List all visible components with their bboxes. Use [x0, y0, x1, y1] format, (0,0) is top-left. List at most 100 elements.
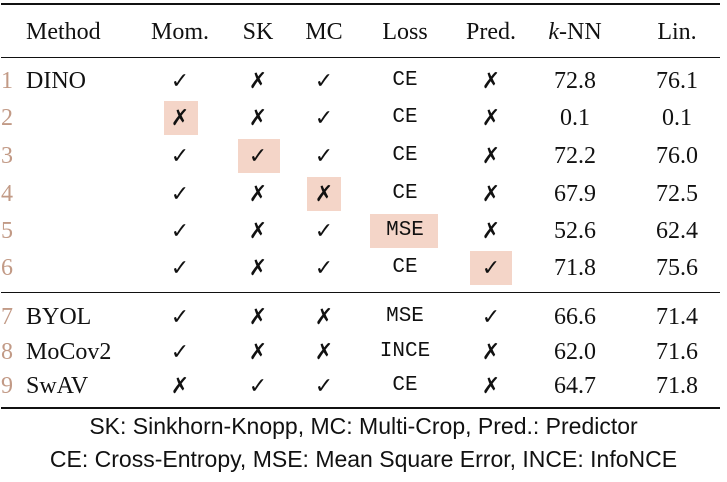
row-method: DINO [26, 68, 86, 94]
row-mc-check-icon: ✓ [294, 213, 354, 249]
check-icon: ✓ [314, 69, 334, 94]
cross-icon: ✗ [248, 106, 268, 131]
row-lin: 75.6 [656, 255, 698, 281]
check-icon: ✓ [314, 256, 334, 281]
header-momentum: Mom. [150, 19, 209, 45]
row-pred-check-icon: ✓ [452, 299, 530, 335]
check-icon: ✓ [170, 305, 190, 330]
table-row: 3 ✓ ✓ ✓ CE ✗ 72.2 76.0 [0, 138, 727, 174]
row-sk-check-icon: ✓ [228, 368, 288, 404]
row-lin: 76.0 [656, 143, 698, 169]
row-mc-cross-icon: ✗ [294, 334, 354, 370]
cross-icon: ✗ [314, 340, 334, 365]
table-row: 1 DINO ✓ ✗ ✓ CE ✗ 72.8 76.1 [0, 63, 727, 99]
check-icon: ✓ [248, 374, 268, 399]
cross-icon: ✗ [481, 69, 501, 94]
row-number: 5 [1, 218, 13, 244]
header-loss: Loss [382, 19, 428, 45]
row-mc-check-icon: ✓ [294, 100, 354, 136]
row-momentum-check-icon: ✓ [140, 63, 220, 99]
row-pred-cross-icon: ✗ [452, 368, 530, 404]
cross-icon: ✗ [248, 219, 268, 244]
row-sk-cross-icon: ✗ [228, 299, 288, 335]
row-method [26, 213, 146, 249]
header-sk: SK [242, 19, 274, 45]
row-number: 2 [1, 105, 13, 131]
row-knn: 52.6 [554, 218, 596, 244]
row-loss: CE [392, 374, 418, 397]
row-loss: INCE [379, 340, 431, 363]
row-method [26, 176, 146, 212]
check-icon: ✓ [481, 305, 501, 330]
check-icon: ✓ [314, 144, 334, 169]
row-method: SwAV [26, 373, 89, 399]
cross-icon: ✗ [314, 182, 334, 207]
cross-icon: ✗ [314, 305, 334, 330]
changed-cell-highlight [370, 214, 438, 248]
table-row: 9 SwAV ✗ ✓ ✓ CE ✗ 64.7 71.8 [0, 368, 727, 404]
header-lin: Lin. [657, 19, 697, 45]
row-momentum-check-icon: ✓ [140, 334, 220, 370]
row-method [26, 100, 146, 136]
row-lin: 76.1 [656, 68, 698, 94]
row-pred-cross-icon: ✗ [452, 176, 530, 212]
row-momentum-cross-icon: ✗ [140, 100, 220, 136]
changed-cell-highlight [470, 251, 512, 285]
cross-icon: ✗ [170, 106, 190, 131]
row-lin: 62.4 [656, 218, 698, 244]
footnote-abbrev-1: SK: Sinkhorn-Knopp, MC: Multi-Crop, Pred… [89, 413, 638, 439]
row-knn: 72.2 [554, 143, 596, 169]
cross-icon: ✗ [481, 219, 501, 244]
row-mc-check-icon: ✓ [294, 63, 354, 99]
group-rule [1, 292, 720, 293]
cross-icon: ✗ [481, 182, 501, 207]
header-knn-k: k [548, 19, 559, 45]
row-lin: 0.1 [662, 105, 692, 131]
check-icon: ✓ [170, 69, 190, 94]
row-mc-cross-icon: ✗ [294, 299, 354, 335]
row-sk-check-icon: ✓ [228, 138, 288, 174]
row-mc-check-icon: ✓ [294, 368, 354, 404]
header-method: Method [26, 19, 101, 45]
check-icon: ✓ [314, 219, 334, 244]
header-mc: MC [305, 19, 343, 45]
row-sk-cross-icon: ✗ [228, 176, 288, 212]
header-rule [1, 57, 720, 58]
table-row: 8 MoCov2 ✓ ✗ ✗ INCE ✗ 62.0 71.6 [0, 334, 727, 370]
row-method: MoCov2 [26, 339, 112, 365]
changed-cell-highlight [238, 139, 280, 173]
cross-icon: ✗ [481, 340, 501, 365]
table-header-row: Method Mom. SK MC Loss Pred. k-NN Lin. [0, 14, 727, 50]
row-mc-cross-icon: ✗ [294, 176, 354, 212]
row-loss: MSE [386, 219, 424, 242]
table-row: 6 ✓ ✗ ✓ CE ✓ 71.8 75.6 [0, 250, 727, 286]
cross-icon: ✗ [248, 340, 268, 365]
check-icon: ✓ [170, 144, 190, 169]
row-mc-check-icon: ✓ [294, 138, 354, 174]
row-momentum-check-icon: ✓ [140, 138, 220, 174]
cross-icon: ✗ [481, 106, 501, 131]
row-momentum-check-icon: ✓ [140, 176, 220, 212]
row-lin: 72.5 [656, 181, 698, 207]
row-sk-cross-icon: ✗ [228, 63, 288, 99]
row-pred-cross-icon: ✗ [452, 138, 530, 174]
row-number: 4 [1, 181, 13, 207]
row-sk-cross-icon: ✗ [228, 213, 288, 249]
row-knn: 64.7 [554, 373, 596, 399]
row-loss: MSE [386, 305, 424, 328]
check-icon: ✓ [170, 340, 190, 365]
row-lin: 71.6 [656, 339, 698, 365]
row-knn: 71.8 [554, 255, 596, 281]
check-icon: ✓ [481, 256, 501, 281]
cross-icon: ✗ [248, 69, 268, 94]
changed-cell-highlight [307, 177, 341, 211]
row-momentum-check-icon: ✓ [140, 250, 220, 286]
row-momentum-check-icon: ✓ [140, 213, 220, 249]
table-row: 7 BYOL ✓ ✗ ✗ MSE ✓ 66.6 71.4 [0, 299, 727, 335]
row-knn: 66.6 [554, 304, 596, 330]
cross-icon: ✗ [170, 374, 190, 399]
row-method [26, 250, 146, 286]
row-knn: 0.1 [560, 105, 590, 131]
table-row: 5 ✓ ✗ ✓ MSE ✗ 52.6 62.4 [0, 213, 727, 249]
row-lin: 71.4 [656, 304, 698, 330]
